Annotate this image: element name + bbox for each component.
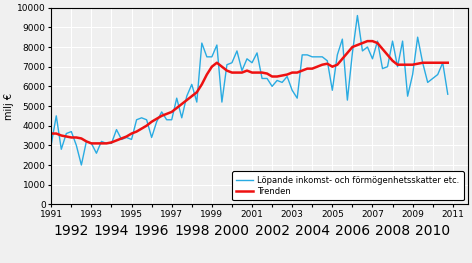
- Line: Löpande inkomst- och förmögenhetsskatter etc.: Löpande inkomst- och förmögenhetsskatter…: [51, 16, 448, 165]
- Trenden: [445, 61, 451, 64]
- Löpande inkomst- och förmögenhetsskatter etc.: [49, 143, 54, 146]
- Löpande inkomst- och förmögenhetsskatter etc.: [295, 97, 300, 100]
- Trenden: [410, 63, 415, 66]
- Trenden: [229, 71, 235, 74]
- Löpande inkomst- och förmögenhetsskatter etc.: [354, 14, 360, 17]
- Y-axis label: milj €: milj €: [4, 93, 14, 119]
- Trenden: [324, 62, 330, 65]
- Line: Trenden: Trenden: [51, 41, 448, 143]
- Trenden: [364, 39, 370, 43]
- Trenden: [49, 132, 54, 135]
- Löpande inkomst- och förmögenhetsskatter etc.: [78, 163, 84, 166]
- Löpande inkomst- och förmögenhetsskatter etc.: [324, 59, 330, 62]
- Löpande inkomst- och förmögenhetsskatter etc.: [410, 73, 415, 76]
- Löpande inkomst- och förmögenhetsskatter etc.: [445, 93, 451, 96]
- Löpande inkomst- och förmögenhetsskatter etc.: [310, 55, 315, 58]
- Trenden: [89, 142, 94, 145]
- Trenden: [310, 67, 315, 70]
- Trenden: [295, 71, 300, 74]
- Legend: Löpande inkomst- och förmögenhetsskatter etc., Trenden: Löpande inkomst- och förmögenhetsskatter…: [232, 171, 464, 200]
- Löpande inkomst- och förmögenhetsskatter etc.: [289, 89, 295, 92]
- Trenden: [289, 71, 295, 74]
- Löpande inkomst- och förmögenhetsskatter etc.: [229, 61, 235, 64]
